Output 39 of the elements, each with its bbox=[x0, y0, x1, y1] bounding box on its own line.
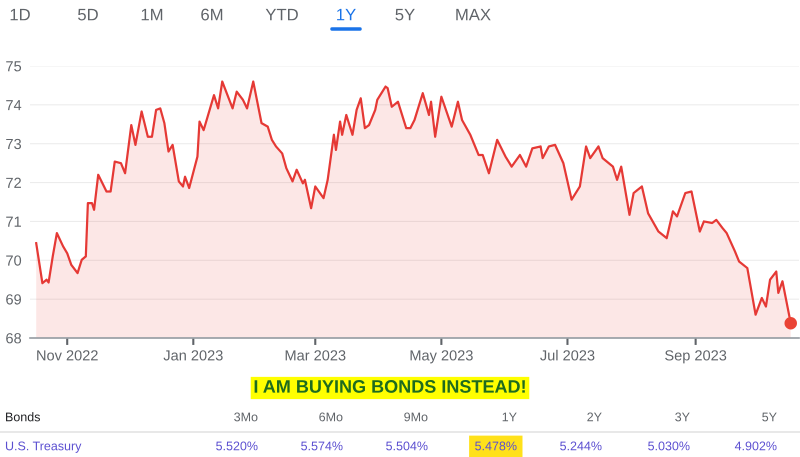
text: 5Y bbox=[762, 412, 777, 422]
text: 5.520% bbox=[216, 442, 258, 450]
text: 2Y bbox=[587, 412, 602, 422]
text: 6M bbox=[201, 8, 222, 20]
text: 9Mo bbox=[404, 412, 428, 422]
text: 1M bbox=[142, 8, 162, 20]
text: 6Mo bbox=[319, 412, 342, 422]
text: I AM BUYING BONDS INSTEAD! bbox=[254, 380, 525, 393]
x-tick-label: Jan 2023 bbox=[164, 350, 223, 361]
y-tick-label: 70 bbox=[6, 255, 22, 266]
text: 5.478% bbox=[475, 442, 517, 450]
x-tick-label: Sep 2023 bbox=[665, 350, 726, 364]
text: 4.902% bbox=[734, 442, 777, 450]
text: 1Y bbox=[337, 8, 356, 20]
text: 5.030% bbox=[648, 442, 690, 450]
y-tick-label: 69 bbox=[6, 294, 21, 305]
text: 3Y bbox=[675, 412, 690, 422]
text: 5.574% bbox=[301, 442, 343, 450]
y-tick-label: 74 bbox=[6, 100, 22, 110]
text: 5D bbox=[78, 8, 98, 20]
x-tick-label: Mar 2023 bbox=[286, 350, 346, 361]
x-tick-label: Nov 2022 bbox=[37, 350, 98, 361]
text: 1Y bbox=[502, 412, 517, 422]
text: 1D bbox=[10, 8, 30, 20]
y-tick-label: 73 bbox=[6, 138, 22, 150]
y-tick-label: 75 bbox=[6, 61, 22, 72]
text: Bonds bbox=[6, 412, 40, 422]
text: U.S. Treasury bbox=[6, 442, 82, 453]
text: 3Mo bbox=[234, 412, 258, 422]
text: 5.504% bbox=[386, 442, 428, 450]
x-tick-label: Jul 2023 bbox=[540, 350, 594, 361]
y-tick-label: 71 bbox=[6, 216, 21, 227]
y-tick-label: 72 bbox=[6, 178, 21, 188]
y-tick-label: 68 bbox=[6, 333, 22, 344]
text: 5.244% bbox=[560, 442, 602, 450]
text: MAX bbox=[456, 8, 491, 20]
text: YTD bbox=[266, 8, 298, 20]
text: 5Y bbox=[395, 8, 415, 20]
x-tick-label: May 2023 bbox=[410, 350, 473, 364]
